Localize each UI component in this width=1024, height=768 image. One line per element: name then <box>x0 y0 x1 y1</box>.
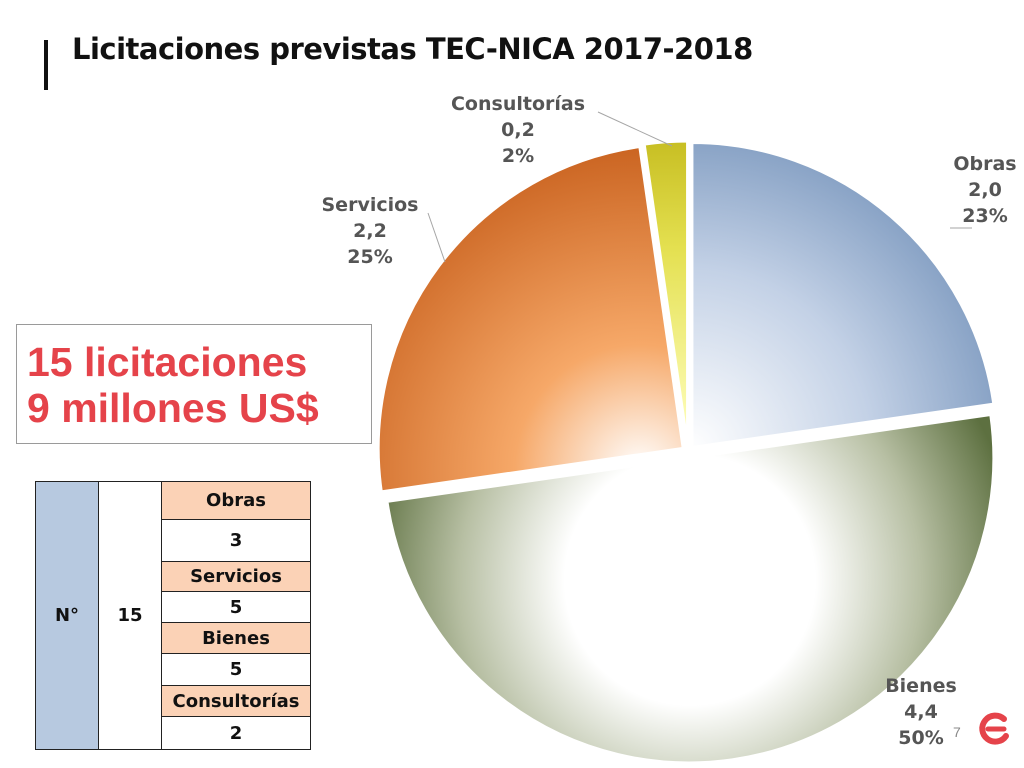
data-label-servicios-percent: 25% <box>347 246 392 268</box>
data-label-consultorias-percent: 2% <box>502 145 534 167</box>
table-value-obras: 3 <box>161 519 311 562</box>
table-value-bienes: 5 <box>161 653 311 686</box>
table-category-servicios: Servicios <box>161 561 311 592</box>
summary-callout: 15 licitaciones 9 millones US$ <box>16 324 372 444</box>
table-value-consultorias: 2 <box>161 716 311 750</box>
title-accent-bar <box>44 40 48 90</box>
data-label-obras-name: Obras <box>953 153 1016 175</box>
data-label-servicios-name: Servicios <box>322 194 419 216</box>
tender-count-table: N° 15 Obras 3 Servicios 5 Bienes 5 Consu… <box>35 481 311 750</box>
pie-slice-consultorias <box>642 139 690 447</box>
pie-slice-bienes <box>385 412 996 765</box>
table-total-count: 15 <box>98 481 162 750</box>
table-category-consultorias: Consultorías <box>161 685 311 717</box>
data-label-obras-value: 2,0 <box>968 179 1002 201</box>
data-label-consultorias-name: Consultorías <box>451 93 585 115</box>
slide-title: Licitaciones previstas TEC-NICA 2017-201… <box>72 32 753 66</box>
page-number: 7 <box>953 724 961 740</box>
pie-slice-servicios <box>376 144 685 494</box>
leader-line-servicios <box>427 212 446 263</box>
table-value-servicios: 5 <box>161 591 311 623</box>
logo-icon <box>979 712 1009 745</box>
callout-count-text: 15 licitaciones <box>27 339 308 385</box>
pie-slice-obras <box>690 140 996 450</box>
callout-amount-text: 9 millones US$ <box>27 385 319 431</box>
data-label-bienes-value: 4,4 <box>904 701 938 723</box>
data-label-bienes-name: Bienes <box>885 675 957 697</box>
table-category-obras: Obras <box>161 481 311 520</box>
data-label-consultorias-value: 0,2 <box>501 119 535 141</box>
table-category-bienes: Bienes <box>161 622 311 654</box>
data-label-obras-percent: 23% <box>962 205 1007 227</box>
table-header-number: N° <box>35 481 99 750</box>
data-label-servicios-value: 2,2 <box>353 220 387 242</box>
data-label-bienes-percent: 50% <box>898 727 943 749</box>
leader-line-consultorias <box>597 111 673 147</box>
